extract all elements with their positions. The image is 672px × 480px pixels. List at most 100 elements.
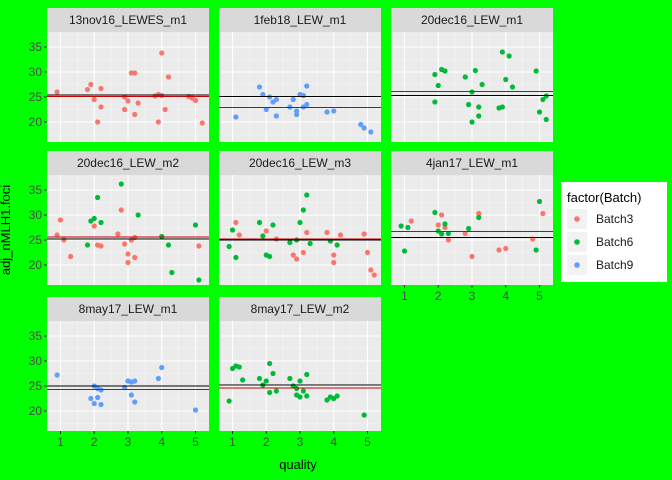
x-tick-label: 5	[536, 289, 543, 303]
data-point	[263, 106, 269, 113]
data-point	[273, 96, 279, 103]
legend-label: Batch3	[596, 212, 634, 226]
data-point	[432, 209, 438, 216]
y-tick-label: 35	[29, 40, 43, 54]
y-tick-label: 35	[29, 329, 43, 343]
data-point	[509, 84, 516, 90]
data-point	[368, 129, 374, 135]
y-axis-label: adj_nMLH1.foci	[0, 185, 13, 275]
data-point	[199, 120, 205, 126]
data-point	[226, 398, 232, 404]
data-point	[435, 222, 441, 228]
data-point	[442, 68, 448, 74]
data-point	[479, 81, 485, 88]
facet-panel: 4jan17_LEW_m1 1 2 3 4 5	[391, 151, 553, 303]
y-tick-label: 25	[29, 379, 43, 393]
data-point	[155, 375, 161, 382]
data-point	[68, 253, 74, 260]
data-point	[132, 111, 138, 118]
facet-title: 20dec16_LEW_m3	[249, 156, 351, 170]
data-point	[84, 86, 91, 93]
data-point	[125, 98, 131, 104]
data-point	[91, 215, 97, 222]
data-point	[371, 272, 377, 278]
facet-panel: 1feb18_LEW_m1	[219, 8, 381, 142]
data-point	[361, 412, 367, 418]
data-point	[98, 104, 104, 110]
x-tick-label: 3	[125, 435, 132, 449]
facet-panel: 13nov16_LEWES_m1 20 25 30 35	[29, 8, 209, 142]
y-tick-label: 30	[29, 65, 43, 79]
data-point	[270, 222, 276, 228]
facet-title: 8may17_LEW_m1	[79, 302, 178, 316]
facet-strip	[391, 8, 553, 32]
data-point	[273, 113, 279, 119]
data-point	[57, 217, 64, 223]
x-tick-label: 3	[297, 435, 304, 449]
data-point	[88, 395, 94, 402]
data-point	[334, 242, 340, 248]
x-tick-label: 2	[435, 289, 442, 303]
data-point	[118, 181, 124, 187]
data-point	[165, 242, 172, 248]
data-point	[445, 230, 451, 237]
data-point	[122, 106, 128, 113]
facet-title: 20dec16_LEW_m1	[421, 13, 523, 27]
data-point	[287, 239, 293, 246]
data-point	[132, 70, 138, 76]
data-point	[192, 407, 199, 413]
data-point	[439, 231, 445, 237]
data-point	[304, 83, 310, 89]
facet-panel: 20dec16_LEW_m3	[219, 151, 381, 285]
legend-title: factor(Batch)	[567, 190, 641, 205]
data-point	[432, 71, 438, 78]
data-point	[442, 221, 448, 227]
data-point	[91, 223, 97, 229]
x-tick-label: 2	[91, 435, 98, 449]
facet-title: 1feb18_LEW_m1	[254, 13, 347, 27]
data-point	[331, 259, 337, 266]
data-point	[300, 388, 306, 394]
data-point	[398, 223, 404, 229]
data-point	[273, 388, 279, 394]
data-point	[540, 96, 546, 103]
facet-strip	[47, 151, 209, 175]
data-point	[132, 378, 138, 384]
data-point	[287, 375, 293, 382]
data-point	[240, 377, 246, 383]
data-point	[358, 121, 364, 128]
data-point	[324, 229, 330, 236]
data-point	[337, 232, 344, 238]
data-point	[361, 231, 367, 237]
facet-strip	[219, 151, 381, 175]
data-point	[256, 219, 263, 226]
y-tick-label: 20	[29, 258, 43, 272]
y-tick-label: 20	[29, 115, 43, 129]
y-tick-label: 25	[29, 233, 43, 247]
data-point	[267, 389, 273, 396]
data-point	[256, 84, 263, 90]
data-point	[300, 92, 306, 99]
data-point	[462, 74, 468, 80]
data-point	[135, 212, 141, 218]
data-point	[401, 248, 408, 254]
x-tick-label: 3	[469, 289, 476, 303]
data-point	[439, 212, 445, 218]
data-point	[54, 232, 60, 238]
data-point	[260, 233, 266, 239]
data-point	[536, 109, 543, 115]
data-point	[128, 392, 134, 398]
data-point	[54, 372, 60, 378]
x-tick-label: 4	[502, 289, 509, 303]
data-point	[84, 242, 91, 248]
y-tick-label: 20	[29, 404, 43, 418]
data-point	[476, 214, 482, 221]
data-point	[263, 378, 269, 384]
legend-marker	[574, 239, 580, 245]
facet-strip	[391, 151, 553, 175]
data-point	[331, 108, 337, 114]
data-point	[233, 219, 239, 226]
data-point	[324, 109, 330, 115]
data-point	[61, 237, 67, 243]
data-point	[297, 378, 303, 384]
